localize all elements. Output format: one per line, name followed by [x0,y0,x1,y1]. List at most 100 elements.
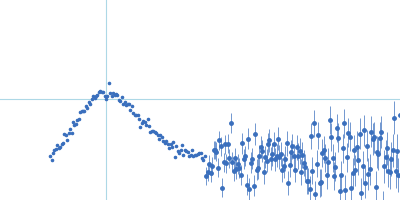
Point [177,149,184,152]
Point [167,142,174,145]
Point [60,141,66,145]
Point [186,154,192,157]
Point [98,90,105,93]
Point [86,101,92,104]
Point [183,149,190,152]
Point [156,137,162,141]
Point [58,142,65,145]
Point [140,120,146,123]
Point [101,95,108,98]
Point [196,151,202,154]
Point [103,97,109,101]
Point [107,91,114,95]
Point [146,125,152,128]
Point [113,92,119,96]
Point [198,151,204,154]
Point [66,132,72,135]
Point [173,145,180,148]
Point [61,133,68,136]
Point [87,102,94,105]
Point [78,109,85,112]
Point [106,82,112,85]
Point [77,110,83,113]
Point [51,148,58,152]
Point [47,154,53,157]
Point [163,140,170,143]
Point [164,142,171,146]
Point [134,114,141,117]
Point [80,110,86,113]
Point [114,93,121,96]
Point [159,135,165,139]
Point [93,94,99,98]
Point [117,99,124,103]
Point [143,123,149,126]
Point [147,130,154,133]
Point [81,109,88,112]
Point [83,104,89,108]
Point [169,146,175,149]
Point [136,118,142,121]
Point [170,141,176,144]
Point [76,118,82,121]
Point [154,133,161,137]
Point [194,152,201,156]
Point [54,143,60,147]
Point [68,131,75,134]
Point [150,130,156,133]
Point [91,96,98,99]
Point [193,153,200,156]
Point [112,93,118,96]
Point [50,151,56,154]
Point [97,90,104,93]
Point [142,121,148,124]
Point [187,154,194,157]
Point [179,143,185,147]
Point [70,121,76,124]
Point [130,111,136,114]
Point [189,148,195,151]
Point [200,158,207,162]
Point [108,94,115,98]
Point [126,103,132,106]
Point [172,155,178,158]
Point [139,121,145,124]
Point [96,90,102,93]
Point [120,102,126,105]
Point [63,133,69,136]
Point [153,131,159,135]
Point [174,150,181,153]
Point [149,129,155,133]
Point [71,123,78,126]
Point [199,156,205,159]
Point [160,139,166,143]
Point [118,95,125,98]
Point [129,104,135,108]
Point [73,123,79,126]
Point [124,102,131,105]
Point [157,133,164,137]
Point [184,151,191,154]
Point [180,154,187,157]
Point [110,91,116,94]
Point [84,106,90,110]
Point [133,113,139,116]
Point [94,93,100,96]
Point [132,113,138,116]
Point [123,104,129,107]
Point [122,100,128,103]
Point [67,128,73,131]
Point [74,118,80,121]
Point [182,149,188,152]
Point [57,145,63,148]
Point [144,118,151,121]
Point [192,153,198,157]
Point [90,94,96,97]
Point [116,99,122,102]
Point [48,158,55,161]
Point [88,97,95,100]
Point [127,108,134,111]
Point [137,125,144,128]
Point [100,90,106,93]
Point [64,138,70,141]
